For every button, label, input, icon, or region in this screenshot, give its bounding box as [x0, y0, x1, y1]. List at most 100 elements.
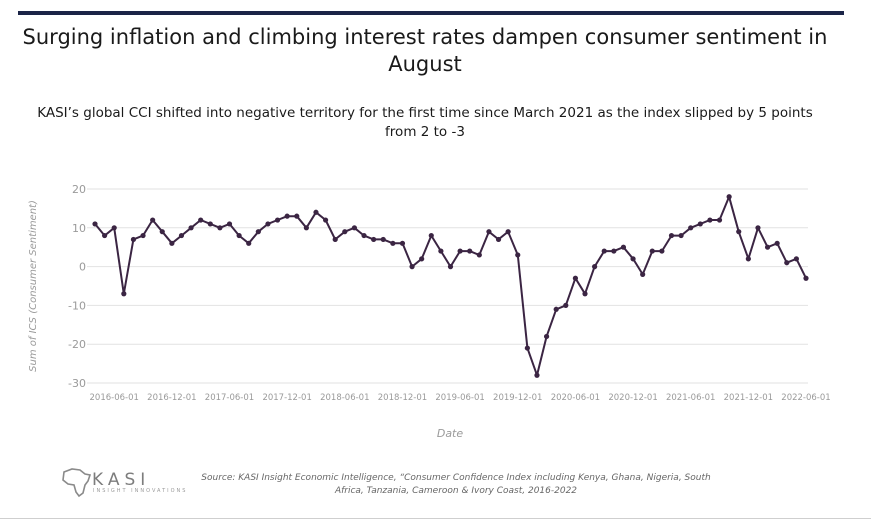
data-point	[572, 275, 579, 281]
data-point	[399, 240, 406, 246]
y-tick-label: 0	[79, 261, 86, 274]
data-point	[121, 291, 127, 297]
data-point	[716, 217, 723, 223]
logo-subtext: INSIGHT INNOVATIONS	[93, 488, 188, 494]
data-point	[371, 236, 377, 243]
data-point	[649, 248, 655, 254]
data-point	[457, 248, 463, 254]
data-point	[111, 225, 117, 231]
data-point	[428, 232, 434, 239]
data-point	[351, 225, 358, 231]
data-point	[265, 221, 271, 227]
data-point	[543, 333, 550, 340]
x-tick-label: 2018-12-01	[378, 393, 427, 403]
data-point	[92, 221, 98, 227]
x-tick-label: 2021-12-01	[724, 393, 773, 403]
data-point	[255, 229, 261, 235]
y-tick-label: -30	[68, 377, 86, 390]
data-point	[150, 217, 156, 223]
top-rule	[18, 11, 844, 15]
data-point	[294, 213, 300, 219]
data-point	[745, 256, 751, 262]
y-tick-label: 10	[72, 222, 86, 235]
data-point	[563, 302, 569, 308]
data-point	[803, 275, 809, 281]
data-point	[409, 264, 415, 270]
data-point	[188, 225, 194, 231]
data-point	[236, 232, 242, 239]
x-tick-label: 2016-12-01	[147, 393, 196, 403]
data-point	[313, 209, 319, 215]
data-point	[207, 221, 213, 227]
chart-subtitle: KASI’s global CCI shifted into negative …	[37, 105, 813, 140]
x-tick-label: 2016-06-01	[90, 393, 139, 403]
data-point	[495, 236, 502, 243]
x-tick-label: 2020-06-01	[551, 393, 600, 403]
data-point	[611, 248, 617, 254]
data-point	[380, 236, 386, 243]
data-point	[784, 260, 790, 266]
data-point	[178, 232, 185, 239]
data-point	[668, 232, 675, 239]
x-axis-title: Date	[437, 427, 464, 440]
data-point	[130, 236, 137, 243]
data-point	[303, 225, 309, 231]
data-point	[438, 248, 444, 254]
data-point	[217, 225, 223, 231]
x-tick-label: 2017-12-01	[262, 393, 311, 403]
data-point	[332, 236, 338, 243]
y-axis-title: Sum of ICS (Consumer Sentiment)	[28, 200, 39, 372]
x-tick-label: 2019-06-01	[435, 393, 484, 403]
data-point	[486, 229, 492, 235]
data-point	[284, 213, 290, 219]
data-point	[524, 345, 530, 351]
data-point	[678, 232, 684, 239]
data-point	[102, 232, 108, 239]
data-point	[659, 248, 665, 254]
x-tick-label: 2018-06-01	[320, 393, 369, 403]
line-chart: 20 10 0 -10 -20 -30 2016-06-01 2016-12-01 2017-0…	[28, 183, 831, 440]
data-point	[553, 306, 559, 312]
data-point	[246, 240, 252, 246]
source-note: Source: KASI Insight Economic Intelligen…	[201, 473, 711, 496]
y-tick-label: 20	[72, 183, 86, 196]
x-tick-label: 2017-06-01	[205, 393, 254, 403]
data-point	[620, 244, 627, 250]
data-point	[447, 264, 454, 270]
data-point	[140, 232, 146, 239]
logo-text: KASI	[92, 470, 151, 490]
data-point	[505, 229, 511, 235]
data-point	[467, 248, 473, 254]
y-tick-label: -20	[68, 338, 86, 351]
data-point	[476, 252, 482, 258]
data-point	[342, 229, 348, 235]
data-point	[582, 291, 588, 297]
data-point	[419, 256, 425, 262]
data-point	[159, 229, 165, 235]
data-point	[361, 232, 367, 239]
data-point	[774, 240, 780, 246]
africa-logo-icon	[62, 468, 92, 498]
data-point	[630, 256, 636, 262]
data-point	[764, 244, 771, 250]
bottom-rule	[0, 518, 871, 519]
x-tick-label: 2022-06-01	[781, 393, 830, 403]
y-tick-label: -10	[68, 299, 86, 312]
data-point	[198, 217, 204, 223]
data-point	[726, 194, 732, 200]
data-point	[793, 256, 799, 262]
data-point	[736, 229, 742, 235]
x-tick-label: 2020-12-01	[608, 393, 657, 403]
data-point	[640, 271, 646, 277]
data-point	[169, 240, 175, 246]
x-tick-label: 2021-06-01	[666, 393, 715, 403]
data-point	[390, 240, 396, 246]
data-point	[688, 225, 694, 231]
data-point	[601, 248, 607, 254]
data-point	[707, 217, 713, 223]
data-point	[592, 264, 598, 270]
chart-title: Surging inflation and climbing interest …	[22, 25, 828, 76]
data-point	[697, 221, 703, 227]
data-point	[226, 221, 233, 227]
data-point	[274, 217, 281, 223]
